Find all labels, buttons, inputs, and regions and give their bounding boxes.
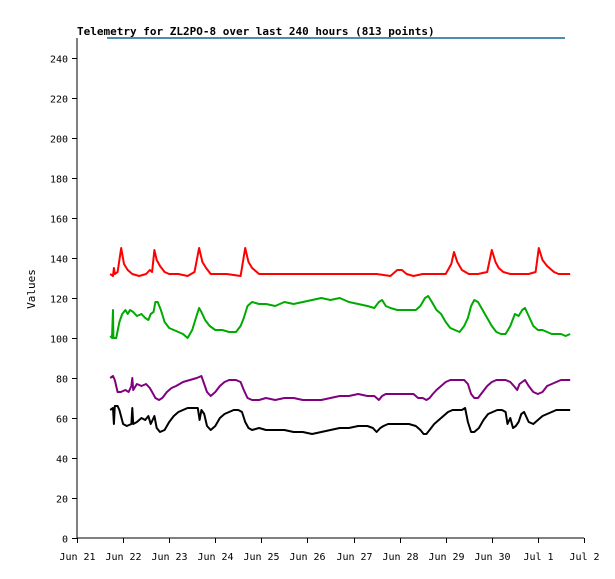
y-tick-label: 160 [50, 215, 68, 226]
x-tick-label: Jun 25 [243, 552, 279, 563]
x-tick-label: Jul 1 [523, 552, 553, 563]
x-tick-label: Jun 26 [289, 552, 325, 563]
x-tick-label: Jun 28 [382, 552, 418, 563]
y-axis-label: Values [25, 269, 38, 309]
y-tick-label: 80 [56, 375, 68, 386]
y-tick-label: 0 [62, 535, 68, 546]
y-tick-label: 200 [50, 135, 68, 146]
series-line-1 [109, 247, 571, 277]
chart-title: Telemetry for ZL2PO-8 over last 240 hour… [77, 25, 435, 38]
series-line-2 [109, 295, 571, 339]
y-tick-label: 120 [50, 295, 68, 306]
x-tick-label: Jun 22 [105, 552, 141, 563]
x-tick-label: Jun 27 [336, 552, 372, 563]
x-tick-label: Jun 24 [197, 552, 233, 563]
x-tick-label: Jun 23 [151, 552, 187, 563]
y-tick-label: 240 [50, 55, 68, 66]
y-tick-label: 180 [50, 175, 68, 186]
y-tick-label: 140 [50, 255, 68, 266]
series-layer [109, 247, 571, 435]
y-tick-label: 220 [50, 95, 68, 106]
y-tick-label: 100 [50, 335, 68, 346]
x-tick-label: Jun 30 [474, 552, 510, 563]
y-tick-label: 20 [56, 495, 68, 506]
x-tick-label: Jun 21 [59, 552, 95, 563]
axes: 0 20 40 60 80 100 120 140 160 180 200 220 240 Jun 21 J… [50, 38, 600, 563]
y-tick-label: 60 [56, 415, 68, 426]
x-tick-label: Jul 2 [569, 552, 599, 563]
x-tick-label: Jun 29 [428, 552, 464, 563]
series-line-3 [109, 375, 571, 401]
y-tick-label: 40 [56, 455, 68, 466]
series-line-4 [109, 405, 571, 435]
